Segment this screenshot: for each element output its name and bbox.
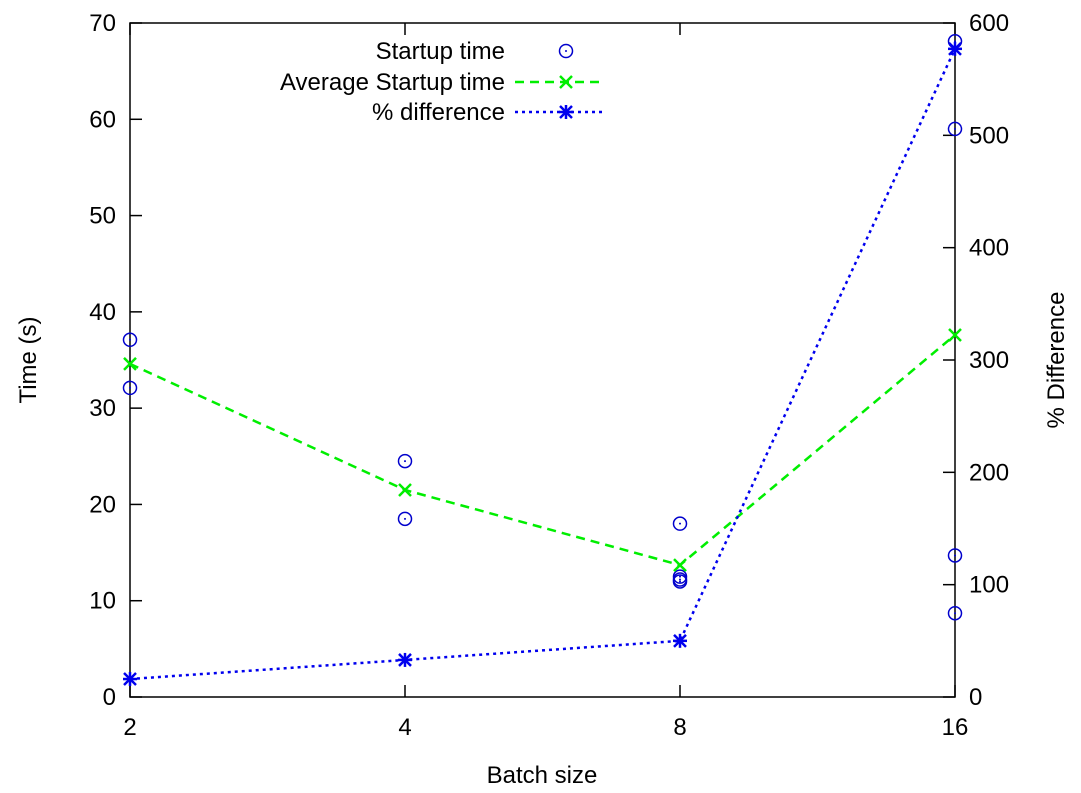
legend-marker — [558, 43, 574, 59]
x-tick-label: 4 — [398, 714, 411, 741]
y-tick-label: 20 — [89, 491, 116, 518]
data-point — [397, 453, 413, 469]
y-axis-title: Time (s) — [15, 316, 42, 403]
y-tick-label: 40 — [89, 299, 116, 326]
data-point — [947, 605, 963, 621]
x-tick-label: 16 — [942, 714, 969, 741]
y2-tick-label: 500 — [969, 122, 1009, 149]
legend-label: % difference — [372, 99, 505, 126]
legend-marker — [559, 105, 573, 119]
data-point — [123, 672, 137, 687]
legend-label: Average Startup time — [280, 69, 505, 96]
y2-axis-title: % Difference — [1043, 292, 1070, 429]
series-line — [129, 48, 957, 681]
y-tick-label: 50 — [89, 203, 116, 230]
data-point — [947, 548, 963, 563]
legend-marker — [559, 75, 573, 89]
y2-tick-label: 0 — [969, 684, 982, 711]
data-point — [947, 121, 963, 137]
data-point — [673, 558, 687, 572]
data-point — [948, 41, 962, 56]
series--difference — [123, 41, 962, 687]
x-tick-label: 2 — [123, 714, 136, 741]
data-point — [398, 652, 412, 667]
axis-tick-labels: 0 10 20 30 40 50 60 70 0 100 200 300 400 500 600 2 4 8 16 — [89, 10, 1009, 741]
plot-frame — [129, 22, 956, 698]
data-point — [672, 516, 688, 531]
legend: Startup time Average Startup time % differ… — [280, 38, 605, 126]
legend-entry: Average Startup time — [280, 69, 605, 96]
y-tick-label: 30 — [89, 395, 116, 422]
data-point — [672, 574, 688, 589]
x-tick-label: 8 — [673, 714, 686, 741]
data-point — [948, 328, 962, 342]
data-point — [398, 483, 412, 497]
y2-tick-label: 600 — [969, 10, 1009, 37]
x-axis-title: Batch size — [487, 762, 598, 789]
data-point — [123, 356, 137, 371]
data-point — [122, 332, 138, 348]
series-startup-time — [122, 34, 963, 621]
legend-label: Startup time — [376, 38, 505, 65]
y-tick-label: 0 — [103, 684, 116, 711]
series-layer — [122, 34, 963, 687]
legend-entry: Startup time — [376, 38, 574, 65]
y2-tick-label: 400 — [969, 235, 1009, 262]
data-point — [673, 633, 687, 648]
data-point — [122, 380, 138, 396]
y-tick-label: 70 — [89, 10, 116, 37]
series-average-startup-time — [123, 328, 962, 572]
legend-entry: % difference — [372, 99, 605, 126]
y2-tick-label: 100 — [969, 572, 1009, 599]
series-line — [129, 334, 956, 567]
y2-tick-label: 200 — [969, 459, 1009, 486]
y2-tick-label: 300 — [969, 347, 1009, 374]
axis-ticks — [129, 22, 956, 698]
y-tick-label: 10 — [89, 588, 116, 615]
y-tick-label: 60 — [89, 106, 116, 133]
data-point — [397, 511, 413, 527]
